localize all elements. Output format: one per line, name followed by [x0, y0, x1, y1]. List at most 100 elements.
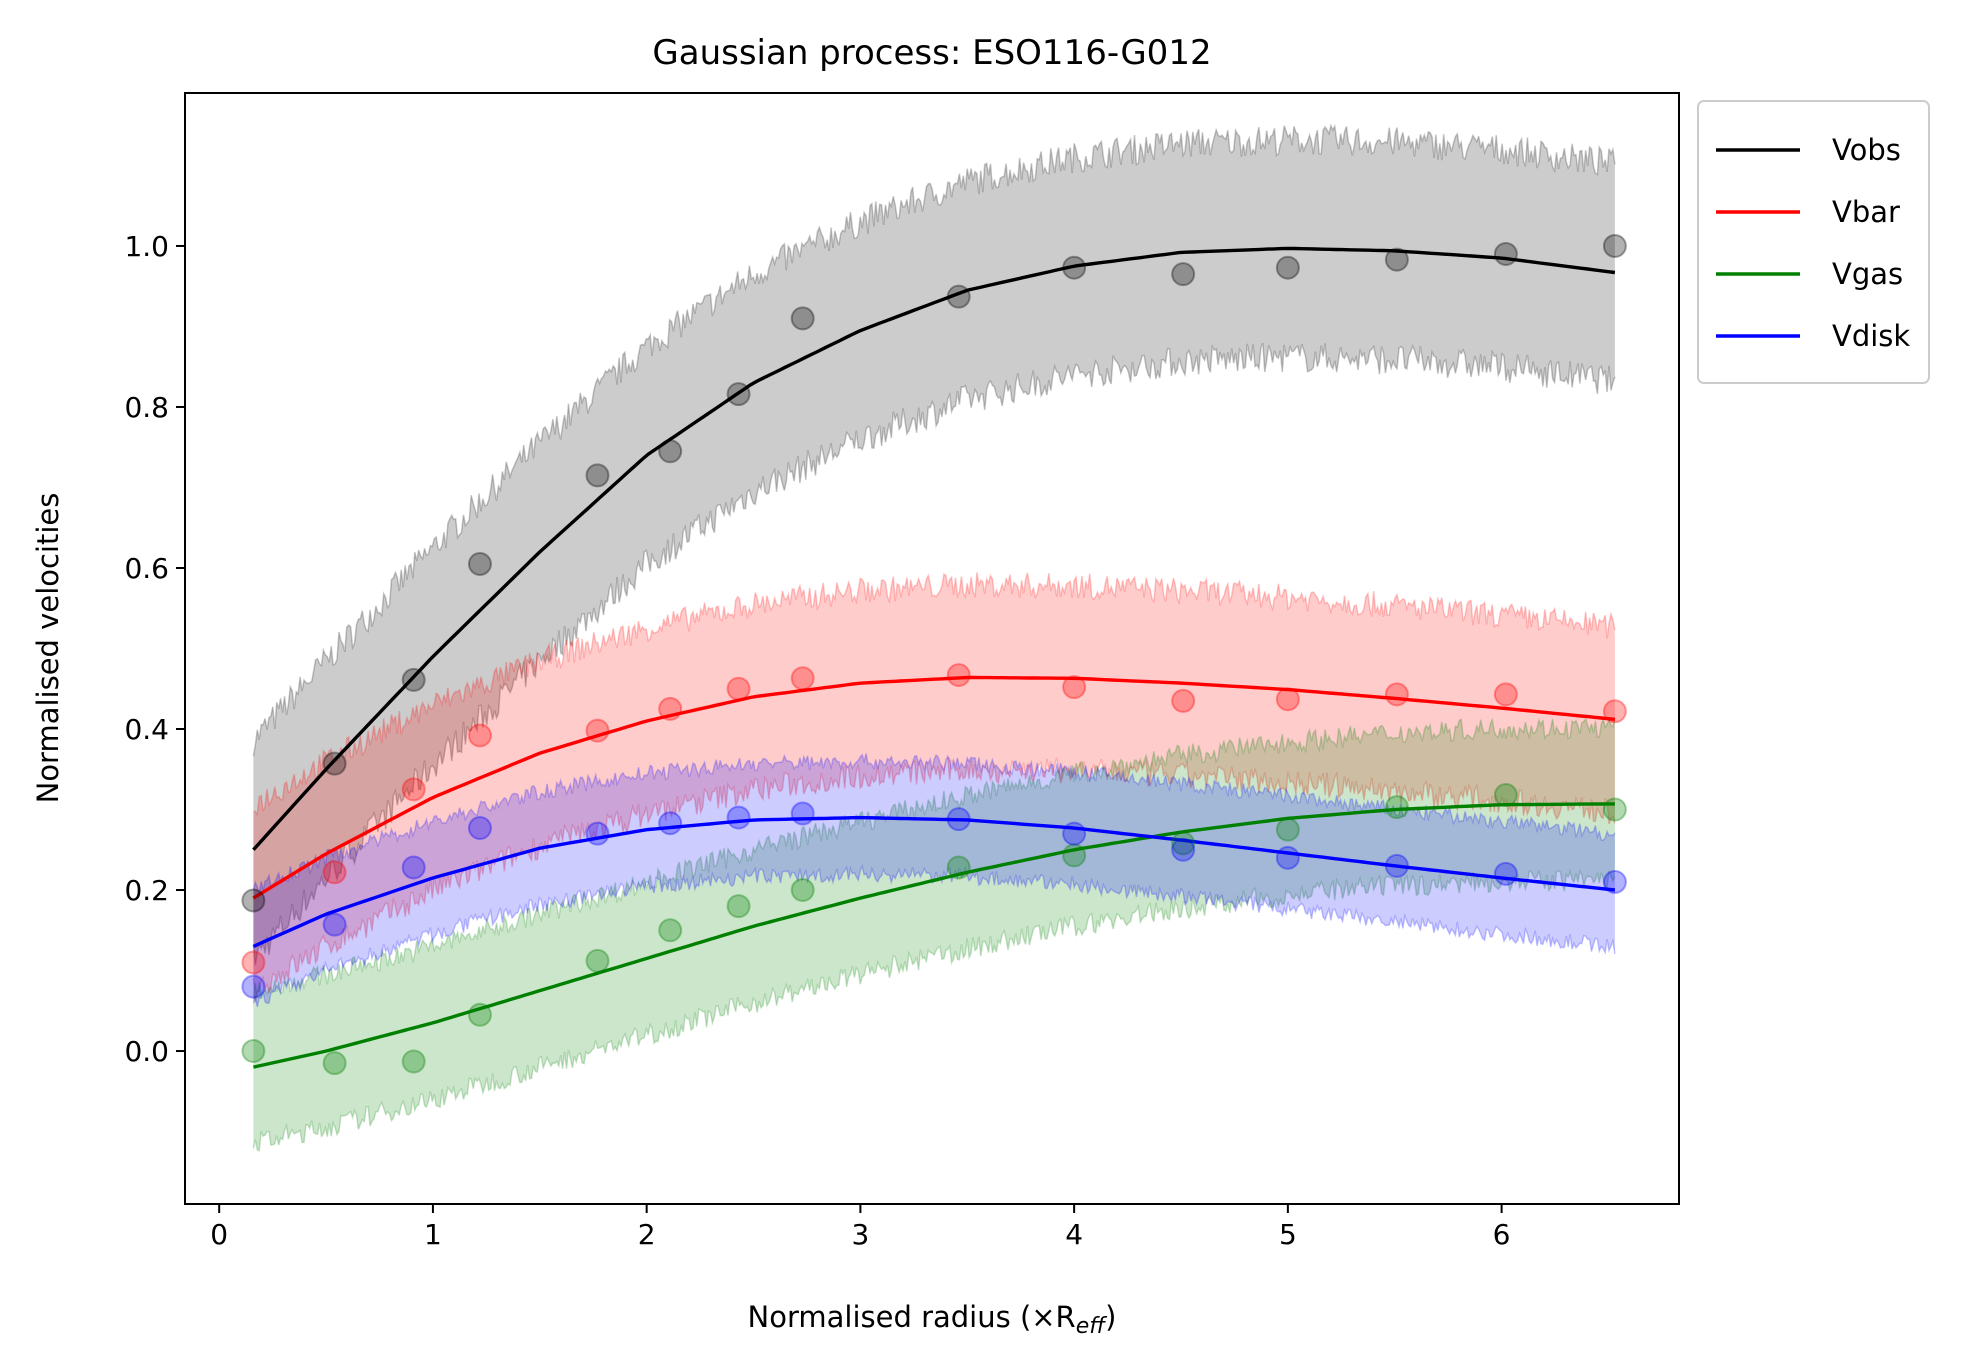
x-tick-label: 2 [638, 1218, 656, 1251]
point-vdisk [1062, 821, 1087, 846]
point-vgas [1384, 795, 1409, 820]
point-vobs [946, 284, 971, 309]
point-vgas [241, 1039, 266, 1064]
point-vbar [1493, 682, 1518, 707]
x-tick-label: 3 [851, 1218, 869, 1251]
band-vobs [253, 125, 1615, 966]
legend-label-vdisk: Vdisk [1832, 319, 1910, 353]
point-vdisk [585, 821, 610, 846]
point-vobs [658, 439, 683, 464]
fit-lines [252, 246, 1616, 1069]
y-tick-label: 0.6 [124, 552, 169, 585]
point-vbar [1602, 699, 1627, 724]
point-vbar [790, 666, 815, 691]
point-vobs [1171, 262, 1196, 287]
point-vbar [1171, 688, 1196, 713]
point-vdisk [1171, 837, 1196, 862]
legend-label-vgas: Vgas [1832, 257, 1903, 291]
point-vdisk [790, 801, 815, 826]
x-tick-label: 5 [1279, 1218, 1297, 1251]
x-axis-label-sub: eff [1076, 1314, 1108, 1339]
point-vdisk [467, 816, 492, 841]
point-vgas [946, 855, 971, 880]
point-vbar [726, 676, 751, 701]
point-vdisk [1275, 845, 1300, 870]
point-vobs [1384, 247, 1409, 272]
band-vbar [253, 572, 1615, 1002]
point-vobs [467, 551, 492, 576]
point-vgas [1062, 843, 1087, 868]
x-tick-label: 1 [424, 1218, 442, 1251]
point-vgas [467, 1002, 492, 1027]
observed-points [241, 233, 1627, 1076]
point-vdisk [241, 974, 266, 999]
legend-label-vobs: Vobs [1832, 133, 1901, 167]
x-axis-label-end: ) [1105, 1300, 1116, 1334]
x-axis-label-main: Normalised radius (×R [748, 1300, 1076, 1334]
point-vdisk [946, 807, 971, 832]
band-vgas [253, 718, 1615, 1151]
point-vbar [1062, 675, 1087, 700]
point-vbar [1384, 682, 1409, 707]
point-vgas [658, 918, 683, 943]
band-upper-edge-vbar [253, 572, 1616, 817]
point-vbar [658, 696, 683, 721]
y-tick-label: 0.0 [124, 1035, 169, 1068]
y-tick-label: 1.0 [124, 230, 169, 263]
band-upper-edge-vgas [252, 716, 1616, 1000]
point-vbar [401, 777, 426, 802]
y-tick-label: 0.4 [124, 713, 169, 746]
line-vdisk [252, 815, 1616, 948]
chart-title: Gaussian process: ESO116-G012 [652, 33, 1211, 73]
point-vgas [585, 948, 610, 973]
point-vgas [726, 894, 751, 919]
x-axis-label: Normalised radius (×Reff) [748, 1300, 1117, 1339]
point-vbar [322, 860, 347, 885]
y-tick-label: 0.2 [124, 874, 169, 907]
line-vgas [253, 802, 1615, 1069]
band-upper-edge-vobs [252, 123, 1616, 757]
point-vgas [1171, 831, 1196, 856]
point-vgas [790, 878, 815, 903]
point-vgas [322, 1051, 347, 1076]
band-lower-edge-vgas [252, 869, 1616, 1152]
legend-box [1697, 100, 1930, 384]
point-vobs [585, 463, 610, 488]
point-vbar [241, 950, 266, 975]
point-vobs [1493, 242, 1518, 267]
legend: Vobs Vbar Vgas Vdisk [1697, 100, 1930, 384]
point-vdisk [322, 912, 347, 937]
point-vgas [1602, 797, 1627, 822]
point-vobs [790, 306, 815, 331]
band-upper-edge-vdisk [252, 753, 1616, 895]
point-vdisk [726, 805, 751, 830]
point-vdisk [1602, 869, 1627, 894]
point-vbar [585, 718, 610, 743]
x-tick-label: 0 [210, 1218, 228, 1251]
point-vobs [401, 667, 426, 692]
x-axis-ticks: 0 1 2 3 4 5 6 [210, 1204, 1511, 1251]
point-vdisk [1384, 853, 1409, 878]
y-axis-label: Normalised velocities [31, 493, 65, 804]
y-tick-label: 0.8 [124, 391, 169, 424]
line-vbar [252, 675, 1616, 900]
legend-label-vbar: Vbar [1832, 195, 1900, 229]
point-vgas [401, 1049, 426, 1074]
point-vbar [946, 663, 971, 688]
point-vbar [467, 723, 492, 748]
point-vobs [322, 751, 347, 776]
band-lower-edge-vbar [252, 757, 1616, 1003]
y-axis-ticks: 0.0 0.2 0.4 0.6 0.8 1.0 [124, 230, 185, 1068]
plot-frame [184, 92, 1680, 1205]
point-vobs [1602, 233, 1627, 258]
point-vobs [726, 382, 751, 407]
point-vgas [1493, 783, 1518, 808]
point-vgas [1275, 817, 1300, 842]
point-vdisk [401, 855, 426, 880]
point-vobs [1275, 255, 1300, 280]
point-vobs [1062, 255, 1087, 280]
point-vdisk [658, 811, 683, 836]
x-tick-label: 6 [1493, 1218, 1511, 1251]
